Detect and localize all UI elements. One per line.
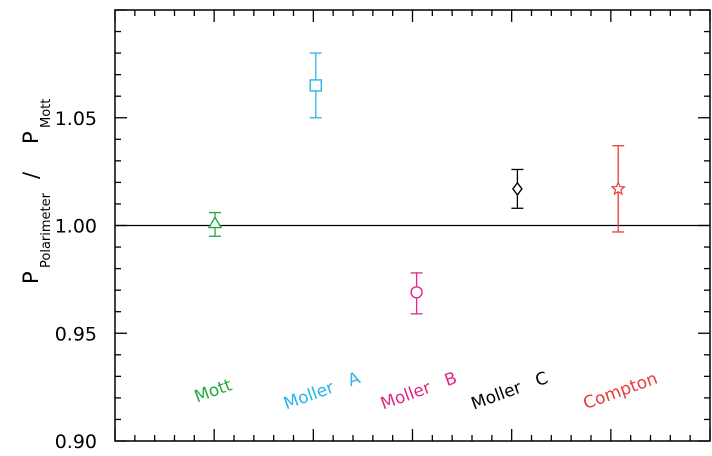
- category-label: Moller A: [281, 368, 363, 414]
- y-tick-label: 0.95: [55, 323, 97, 345]
- y-axis-label: P Polarimeter / P Mott: [19, 99, 54, 284]
- y-tick-label: 1.00: [55, 216, 97, 238]
- star-marker: [610, 180, 626, 196]
- ylabel-p2: P: [19, 131, 43, 144]
- triangle-marker: [207, 215, 223, 229]
- circle-marker: [410, 286, 423, 299]
- data-point: [610, 145, 626, 233]
- data-point: [511, 168, 524, 209]
- ylabel-sub1: Polarimeter: [39, 192, 54, 268]
- y-tick-label: 0.90: [55, 431, 97, 451]
- category-label: Moller C: [469, 368, 551, 414]
- category-label: Mott: [192, 375, 235, 407]
- ylabel-sub2: Mott: [39, 99, 54, 128]
- y-tick-label: 1.05: [55, 108, 97, 130]
- ylabel-slash: /: [19, 171, 43, 179]
- points-group: [207, 52, 626, 315]
- category-labels-group: Mott Moller A Moller B Moller C Compton: [192, 368, 660, 414]
- diamond-marker: [512, 181, 523, 197]
- category-label: Compton: [581, 369, 661, 414]
- square-marker: [309, 79, 322, 92]
- category-label: Moller B: [378, 368, 460, 414]
- data-point: [410, 272, 423, 315]
- ylabel-p1: P: [19, 271, 43, 284]
- data-point: [207, 211, 223, 237]
- data-point: [309, 52, 322, 119]
